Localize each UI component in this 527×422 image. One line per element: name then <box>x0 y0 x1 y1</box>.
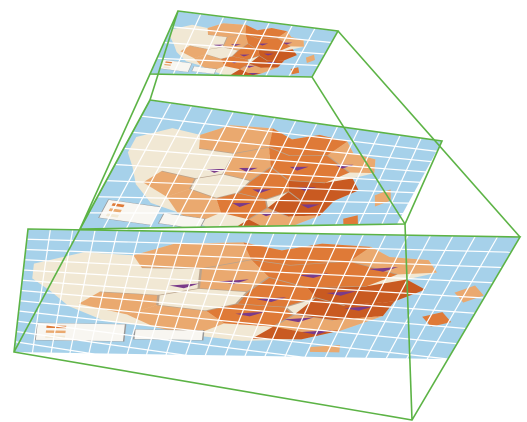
pyramid-edge <box>149 10 179 101</box>
level-middle-grid-line <box>106 180 419 194</box>
level-middle-grid-line <box>123 147 429 173</box>
level-bottom-grid-line <box>19 300 458 345</box>
level-middle-grid-line <box>88 212 410 215</box>
pyramid-edge <box>79 99 151 230</box>
pyramid-edge <box>79 73 151 230</box>
level-middle-grid-line <box>114 163 424 184</box>
level-top-map-layer <box>148 10 340 78</box>
level-bottom-map-layer <box>13 228 522 421</box>
level-middle-grid-line <box>97 196 415 204</box>
pyramid-frame <box>13 10 521 421</box>
level-top-grid-line <box>156 57 319 67</box>
level-bottom-grid-line <box>22 279 476 314</box>
level-bottom-grid-line <box>15 341 422 406</box>
level-bottom-grid-line <box>20 289 467 330</box>
level-top-grid-line <box>163 41 326 55</box>
pyramid-edge <box>404 223 413 421</box>
pyramid-edge <box>337 30 521 238</box>
level-top-grid-line <box>170 26 332 44</box>
level-bottom-grid-line <box>26 238 512 253</box>
pyramid-edge <box>311 76 406 225</box>
level-bottom-grid-line <box>17 320 440 375</box>
level-middle-grid-line <box>141 115 438 152</box>
level-bottom-grid-line <box>16 330 431 391</box>
level-middle-grid-line <box>132 131 433 163</box>
level-bottom-grid-line <box>18 310 449 360</box>
pyramid-edge <box>13 228 81 353</box>
level-bottom-grid-line <box>24 259 494 284</box>
level-bottom-grid-line <box>25 248 503 269</box>
